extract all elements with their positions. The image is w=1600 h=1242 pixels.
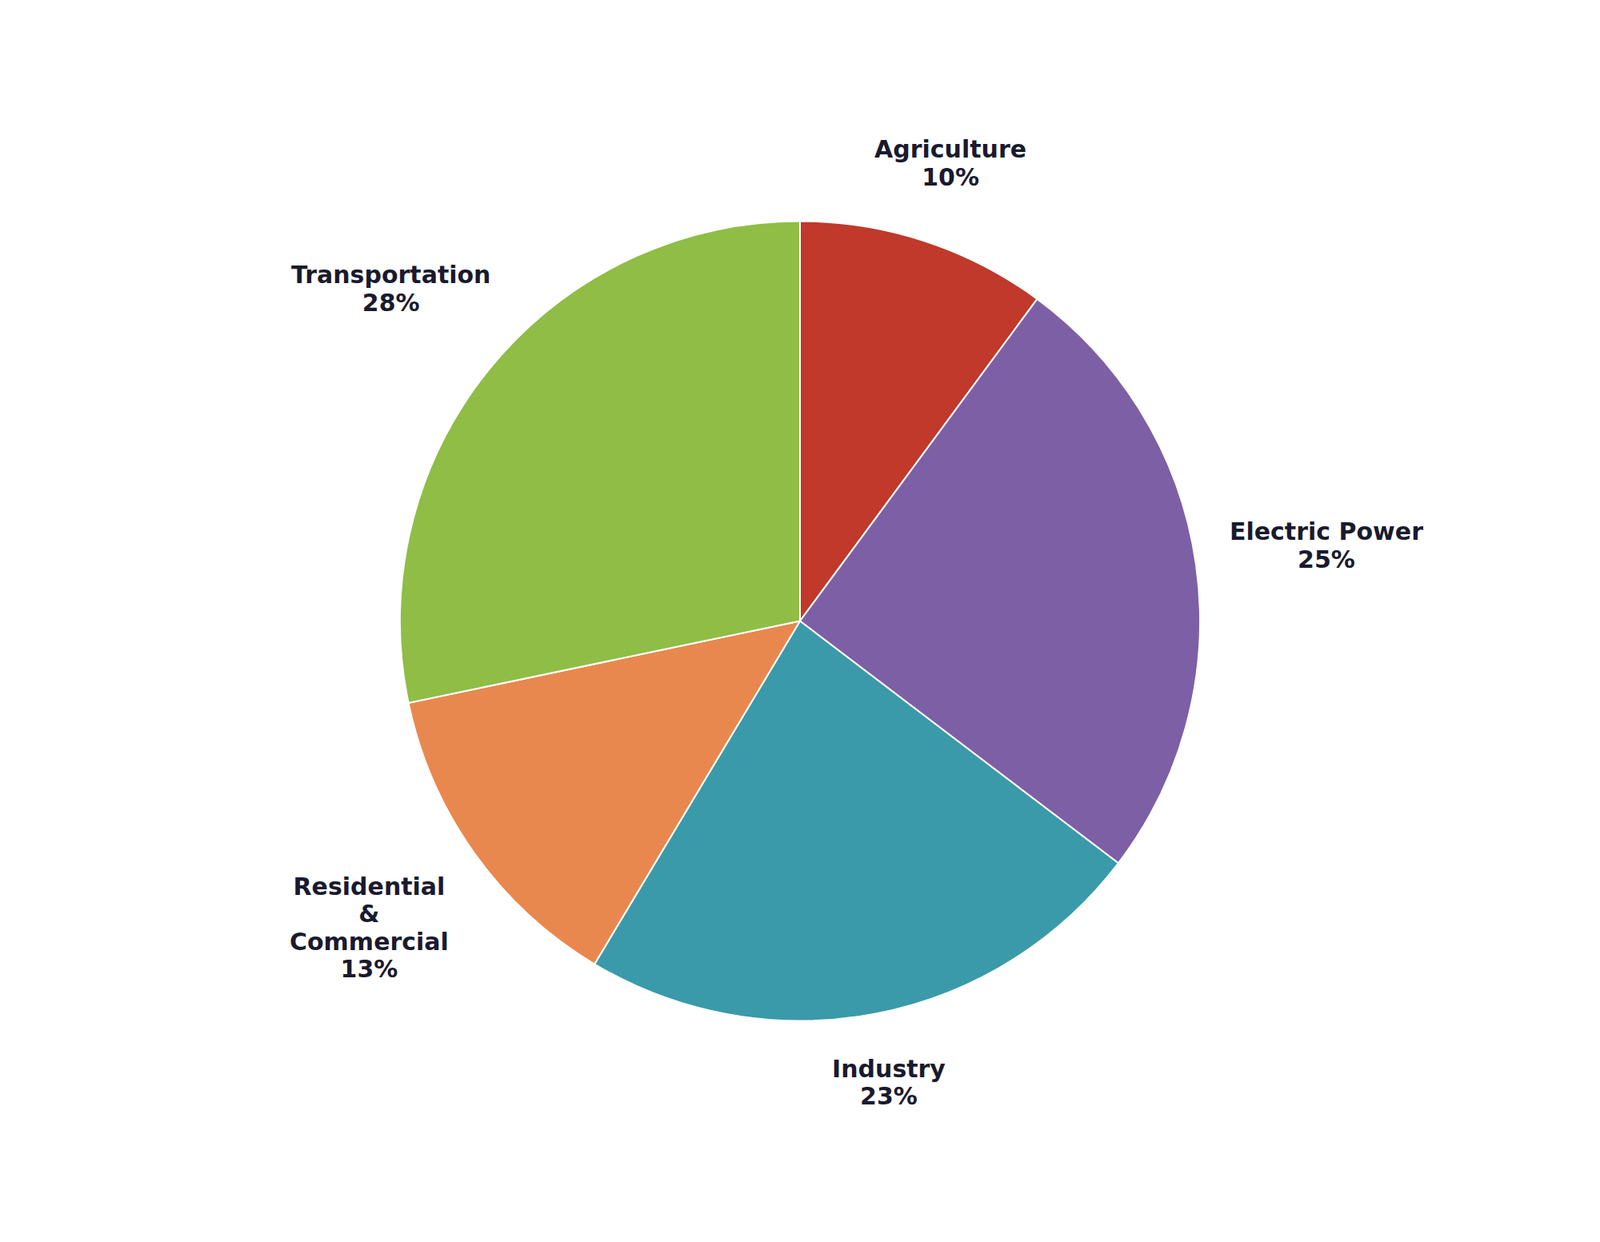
category-label: Electric Power bbox=[1229, 517, 1424, 546]
category-label: Residential&Commercial bbox=[289, 872, 449, 956]
slice-label: Agriculture10% bbox=[874, 135, 1027, 192]
labels: Agriculture10%Electric Power25%Industry2… bbox=[289, 135, 1424, 1111]
category-label: Industry bbox=[832, 1055, 946, 1084]
value-label: 28% bbox=[362, 288, 420, 317]
value-label: 13% bbox=[340, 955, 399, 984]
slices bbox=[400, 221, 1200, 1022]
slice-label: Industry23% bbox=[832, 1055, 946, 1112]
pie-slice bbox=[400, 221, 800, 704]
value-label: 10% bbox=[921, 163, 980, 192]
slice-label: Electric Power25% bbox=[1229, 517, 1424, 574]
category-label: Agriculture bbox=[874, 135, 1027, 164]
category-label: Transportation bbox=[291, 260, 491, 289]
slice-label: Transportation28% bbox=[291, 260, 491, 317]
chart: Agriculture10%Electric Power25%Industry2… bbox=[0, 0, 1600, 1242]
value-label: 25% bbox=[1297, 545, 1356, 574]
value-label: 23% bbox=[860, 1082, 918, 1111]
slice-label: Residential&Commercial13% bbox=[289, 872, 449, 984]
